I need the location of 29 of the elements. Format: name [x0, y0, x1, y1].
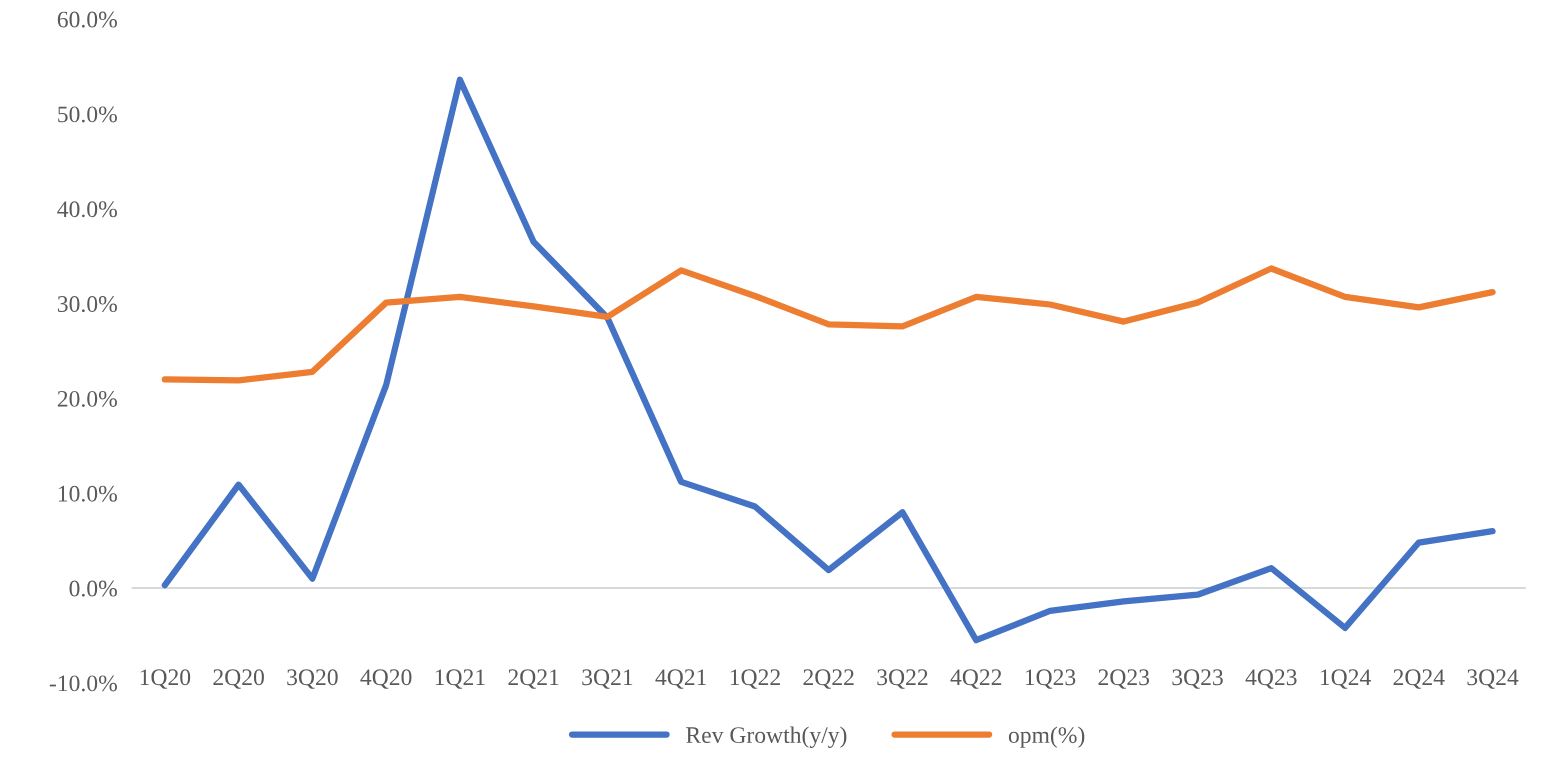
y-tick-label: 20.0% — [57, 390, 117, 407]
y-tick-label: 0.0% — [69, 580, 117, 597]
x-tick-label: 3Q23 — [1172, 669, 1223, 689]
legend-label: Rev Growth(y/y) — [686, 726, 847, 748]
y-tick-label: 60.0% — [57, 11, 117, 28]
x-tick-label: 2Q22 — [803, 669, 854, 689]
y-tick-label: -10.0% — [49, 675, 117, 692]
x-tick-label: 2Q20 — [213, 669, 264, 689]
legend-label: opm(%) — [1008, 726, 1085, 748]
x-tick-label: 1Q24 — [1320, 669, 1371, 689]
x-tick-label: 3Q22 — [877, 669, 928, 689]
x-tick-label: 4Q21 — [655, 669, 707, 689]
x-tick-label: 3Q21 — [582, 669, 633, 689]
x-tick-label: 2Q21 — [508, 669, 559, 689]
y-tick-label: 10.0% — [58, 485, 117, 502]
x-tick-label: 1Q21 — [435, 669, 485, 689]
x-tick-label: 1Q20 — [140, 669, 191, 689]
x-tick-label: 4Q23 — [1245, 669, 1297, 689]
x-tick-label: 1Q22 — [730, 669, 780, 689]
x-tick-label: 1Q23 — [1025, 669, 1076, 689]
x-tick-label: 4Q22 — [950, 669, 1002, 689]
x-tick-label: 2Q24 — [1393, 669, 1445, 689]
y-tick-label: 50.0% — [58, 106, 117, 123]
x-tick-label: 3Q20 — [287, 669, 338, 689]
x-tick-label: 4Q20 — [360, 669, 412, 689]
y-tick-label: 30.0% — [57, 296, 117, 313]
y-tick-label: 40.0% — [57, 201, 117, 218]
x-tick-label: 2Q23 — [1098, 669, 1150, 689]
x-tick-label: 3Q24 — [1467, 669, 1519, 689]
